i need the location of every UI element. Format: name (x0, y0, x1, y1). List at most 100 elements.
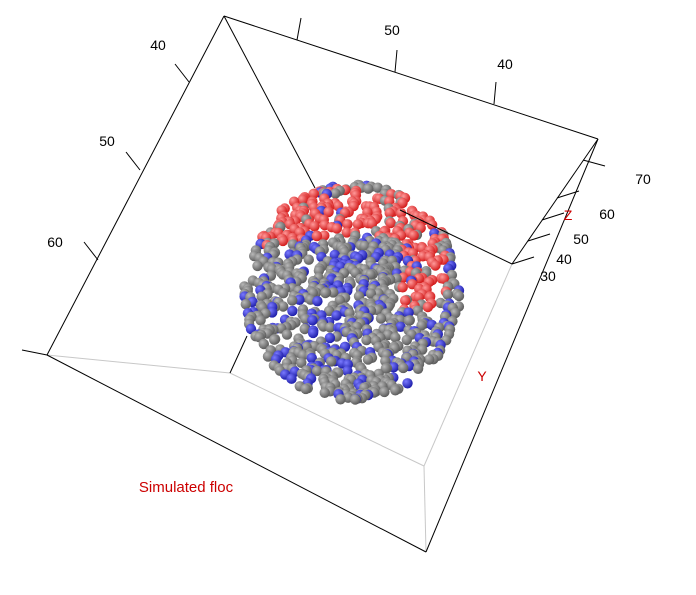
y-tick-label: 50 (384, 22, 400, 38)
box-edge-5 (399, 209, 513, 265)
red-particle (323, 206, 334, 218)
y-tick-mark-50 (394, 49, 398, 73)
red-particle (430, 260, 441, 271)
y-tick-mark-40 (493, 81, 497, 105)
gray-particle (287, 295, 298, 306)
gray-particle (398, 362, 409, 374)
blue-particle (307, 327, 319, 339)
red-particle (341, 227, 352, 238)
gray-particle (362, 354, 374, 365)
blue-particle (395, 321, 406, 332)
box-edge-8 (425, 138, 599, 553)
x-tick-label: 60 (47, 234, 63, 250)
gray-particle (442, 289, 453, 300)
x-tick-mark-40 (174, 63, 190, 83)
box-edge-back-3 (423, 465, 427, 553)
gray-particle (319, 387, 330, 398)
gray-particle (311, 365, 323, 377)
gray-particle (320, 287, 331, 299)
gray-particle (258, 338, 269, 350)
gray-particle (375, 313, 387, 324)
red-particle (397, 282, 408, 293)
x-tick-mark-50 (125, 151, 141, 171)
blue-particle (331, 310, 342, 321)
gray-particle (278, 288, 289, 299)
red-particle (309, 221, 320, 232)
red-particle (384, 207, 395, 219)
red-particle (342, 219, 353, 230)
red-particle (397, 197, 408, 209)
z-tick-label: 70 (635, 171, 651, 187)
gray-particle (281, 329, 293, 340)
gray-particle (334, 295, 345, 306)
y-axis-title: Y (477, 368, 487, 384)
y-tick-label: 40 (497, 56, 513, 72)
red-particle (422, 301, 434, 313)
z-tick-label: 60 (599, 206, 615, 222)
gray-particle (372, 182, 383, 193)
red-particle (331, 223, 342, 234)
gray-particle (300, 383, 311, 395)
gray-particle (278, 301, 289, 312)
z-tick-label: 50 (573, 231, 589, 247)
gray-particle (361, 334, 372, 346)
gray-particle (263, 351, 274, 362)
z-tick-mark-60 (556, 190, 580, 199)
gray-particle (323, 305, 335, 317)
gray-particle (335, 394, 346, 405)
floc-spheres (239, 179, 465, 405)
gray-particle (450, 307, 461, 319)
z-tick-mark-50 (541, 212, 565, 221)
x-tick-label: 50 (99, 133, 115, 149)
red-particle (277, 235, 289, 247)
gray-particle (269, 334, 280, 345)
y-tick-mark-a (296, 17, 302, 41)
y-axis-tick-labels: 50 40 (384, 22, 513, 72)
box-edge-4 (223, 15, 316, 189)
red-particle (426, 219, 438, 230)
gray-particle (390, 385, 401, 396)
gray-particle (296, 357, 307, 368)
x-tick-mark-left (21, 349, 48, 356)
blue-particle (306, 352, 317, 364)
red-particle (395, 208, 407, 219)
blue-particle (286, 373, 297, 384)
gray-particle (326, 356, 337, 367)
gray-particle (379, 386, 390, 398)
gray-particle (359, 240, 370, 252)
gray-particle (403, 315, 415, 326)
gray-particle (424, 354, 435, 365)
z-tick-label: 30 (540, 268, 556, 284)
gray-particle (299, 323, 310, 335)
blue-particle (307, 315, 318, 326)
red-particle (297, 194, 308, 205)
gray-particle (412, 363, 424, 374)
x-tick-label: 40 (150, 37, 166, 53)
gray-particle (401, 334, 412, 346)
gray-particle (303, 254, 314, 265)
tick-marks (21, 17, 606, 356)
red-particle (366, 218, 378, 229)
gray-particle (240, 299, 251, 310)
box-edge-back-1 (229, 372, 425, 467)
z-tick-mark-70 (582, 159, 606, 167)
red-particle (319, 230, 330, 241)
gray-particle (324, 322, 336, 333)
blue-particle (403, 307, 414, 318)
gray-particle (380, 363, 391, 374)
red-particle (308, 188, 319, 199)
gray-particle (453, 290, 465, 302)
box-edge-7 (46, 354, 427, 553)
red-particle (385, 217, 396, 229)
gray-particle (416, 320, 427, 331)
bounding-box-back-edges (46, 263, 513, 553)
red-particle (311, 230, 322, 242)
box-edge-back-2 (423, 263, 513, 467)
box-edge-back-4 (46, 354, 231, 374)
red-particle (438, 273, 449, 284)
gray-particle (363, 183, 374, 194)
gray-particle (252, 260, 263, 272)
blue-particle (329, 249, 340, 261)
z-axis-title: Z (564, 207, 573, 223)
